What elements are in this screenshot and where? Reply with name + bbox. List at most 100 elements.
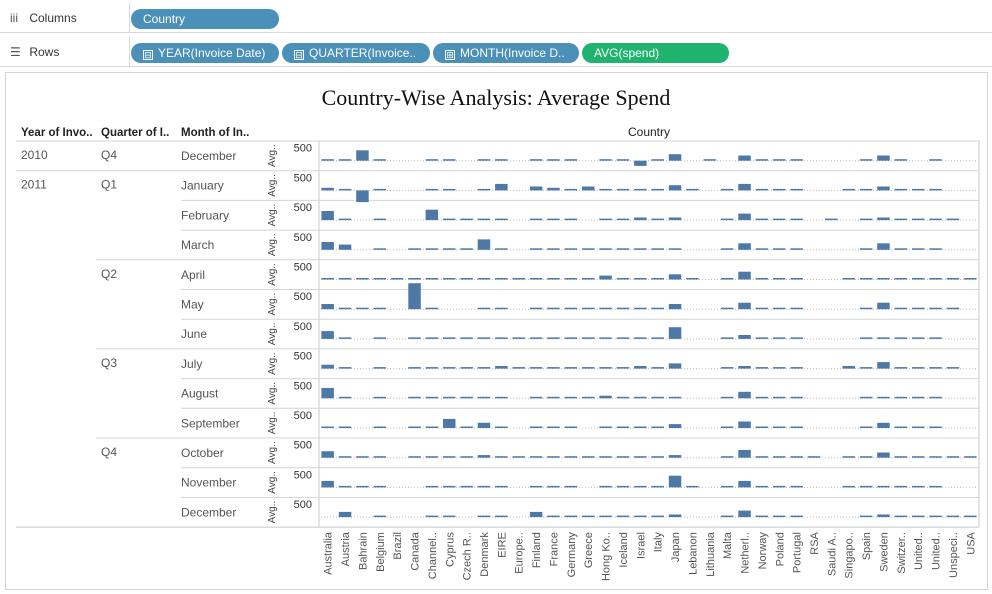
bar[interactable] [651,337,664,339]
bar[interactable] [894,337,908,339]
bar[interactable] [738,391,751,399]
bar[interactable] [929,515,942,518]
bar[interactable] [912,248,925,250]
bar[interactable] [599,395,612,399]
bar[interactable] [946,367,960,369]
bar[interactable] [477,278,491,280]
bar[interactable] [634,307,647,310]
bar[interactable] [564,396,578,399]
bar[interactable] [564,515,578,518]
bar[interactable] [338,307,352,310]
bar[interactable] [894,515,908,518]
bar[interactable] [859,337,873,339]
bar[interactable] [373,218,387,221]
bar[interactable] [773,367,786,369]
bar[interactable] [651,159,664,161]
bar[interactable] [547,337,560,339]
bar[interactable] [790,188,803,191]
bar[interactable] [894,396,908,399]
bar[interactable] [616,159,630,161]
bar[interactable] [321,211,334,221]
bar[interactable] [338,244,352,250]
bar[interactable] [338,485,352,488]
bar[interactable] [564,426,578,429]
bar[interactable] [599,248,612,250]
bar[interactable] [356,456,369,458]
bar[interactable] [964,515,977,518]
bar[interactable] [321,187,334,191]
bar[interactable] [634,456,647,458]
bar[interactable] [408,367,421,369]
bar[interactable] [564,456,578,458]
bar[interactable] [425,248,439,250]
bar[interactable] [929,426,942,429]
bar[interactable] [773,396,786,399]
bar[interactable] [547,187,560,191]
bar[interactable] [859,218,873,221]
bar[interactable] [877,217,890,221]
bar[interactable] [321,426,334,429]
bar[interactable] [703,159,717,161]
bar[interactable] [651,278,664,280]
pill-avg-spend[interactable]: AVG(spend) [582,43,729,63]
bar[interactable] [946,307,960,310]
bar[interactable] [842,188,856,191]
bar[interactable] [912,278,925,280]
bar[interactable] [338,367,352,369]
bar[interactable] [634,160,647,166]
bar[interactable] [773,485,786,488]
bar[interactable] [373,396,387,399]
bar[interactable] [894,218,908,221]
bar[interactable] [946,218,960,221]
bar[interactable] [564,307,578,310]
bar[interactable] [599,188,612,191]
bar[interactable] [790,456,803,458]
bar[interactable] [338,396,352,399]
bar[interactable] [877,155,890,161]
bar[interactable] [582,367,595,369]
bar[interactable] [477,218,491,221]
bar[interactable] [912,218,925,221]
bar[interactable] [790,337,803,339]
bar[interactable] [651,218,664,221]
bar[interactable] [425,485,439,488]
bar[interactable] [668,455,682,458]
bar[interactable] [912,515,925,518]
bar[interactable] [616,278,630,280]
bar[interactable] [616,188,630,191]
bar[interactable] [738,155,751,161]
bar[interactable] [564,159,578,161]
bar[interactable] [338,337,352,339]
bar[interactable] [720,307,734,310]
bar[interactable] [564,337,578,339]
bar[interactable] [443,159,456,161]
pill-year[interactable]: ⊟ YEAR(Invoice Date) [131,43,279,63]
bar[interactable] [738,302,751,310]
bar[interactable] [599,515,612,518]
bar[interactable] [460,248,473,250]
bar[interactable] [720,188,734,191]
bar[interactable] [547,367,560,369]
bar[interactable] [720,426,734,429]
bar[interactable] [842,278,856,280]
bar[interactable] [755,278,769,280]
bar[interactable] [859,307,873,310]
bar[interactable] [599,275,612,280]
bar[interactable] [425,426,439,429]
pill-quarter[interactable]: ⊟ QUARTER(Invoice.. [282,43,430,63]
bar[interactable] [929,278,942,280]
bar[interactable] [460,278,473,280]
bar[interactable] [738,421,751,429]
bar[interactable] [582,278,595,280]
bar[interactable] [495,307,508,310]
bar[interactable] [408,396,421,399]
bar[interactable] [495,485,508,488]
bar[interactable] [755,307,769,310]
bar[interactable] [686,188,699,191]
bar[interactable] [460,426,473,429]
bar[interactable] [738,480,751,488]
bar[interactable] [477,455,491,458]
bar[interactable] [616,485,630,488]
bar[interactable] [720,248,734,250]
bar[interactable] [755,218,769,221]
